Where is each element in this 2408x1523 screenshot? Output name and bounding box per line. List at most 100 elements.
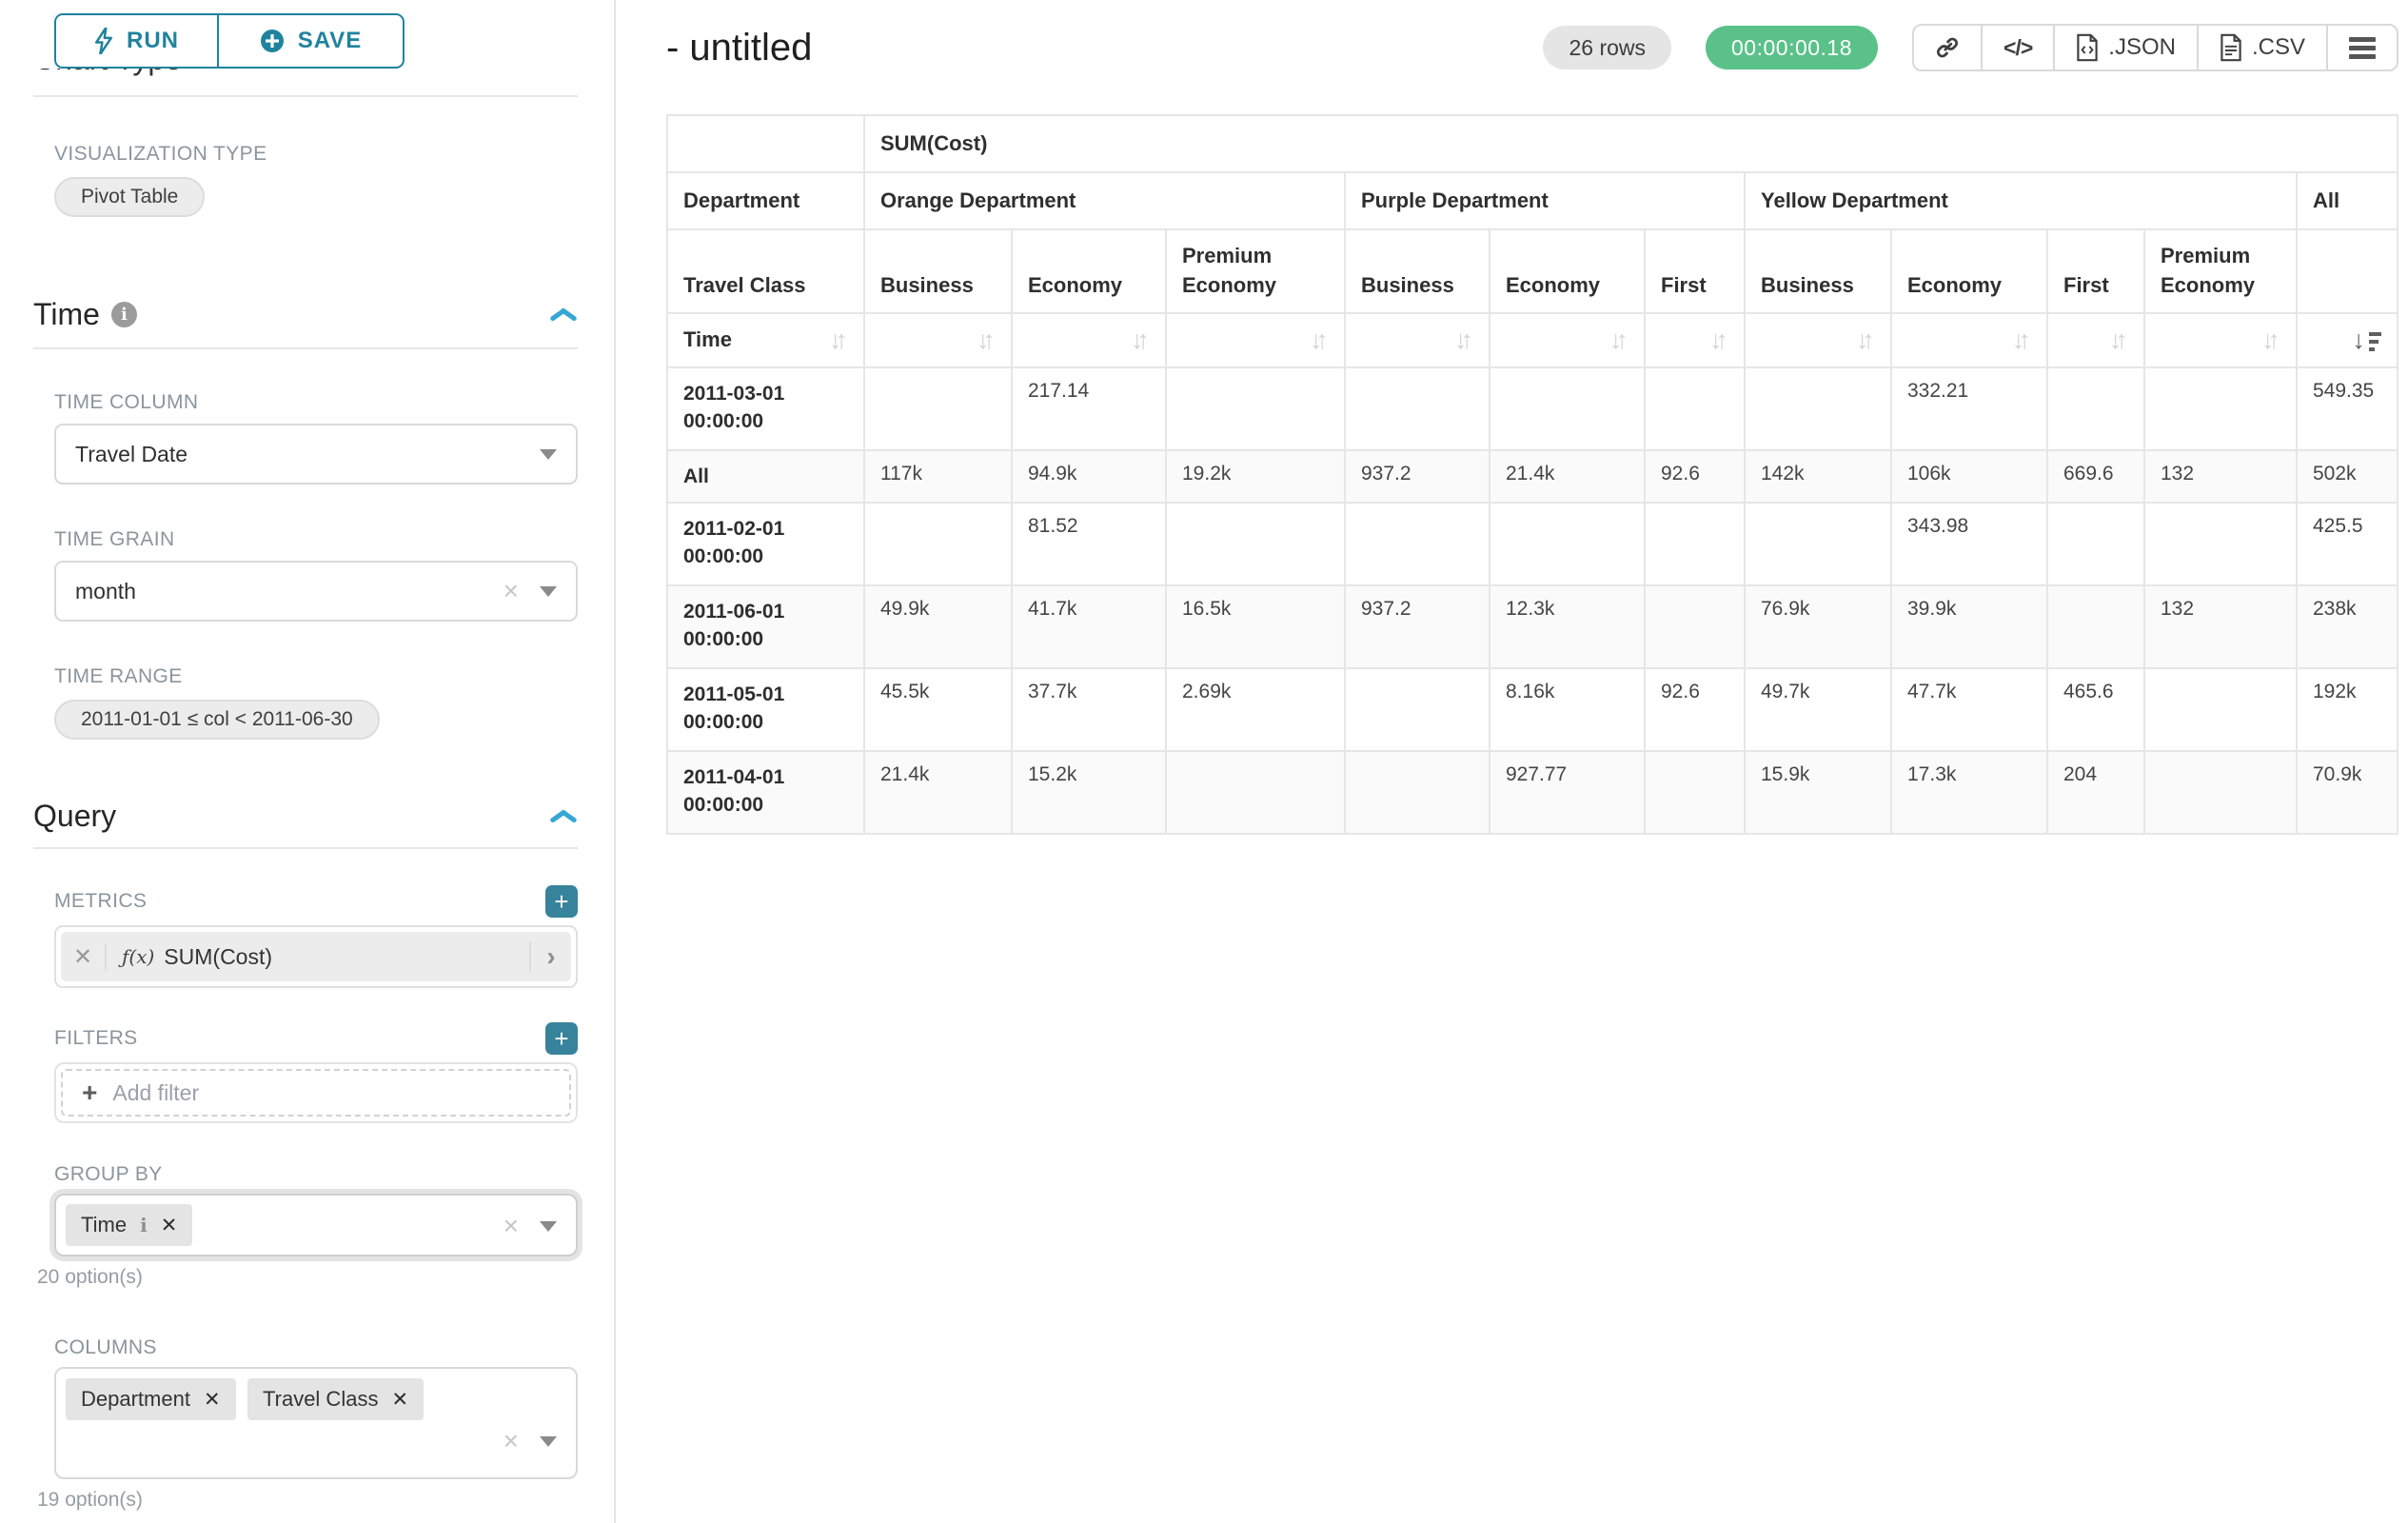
- pivot-sort-cell: ↓↑: [1891, 313, 2047, 367]
- copy-link-button[interactable]: [1914, 26, 1981, 69]
- sort-toggle-icon[interactable]: ↓↑: [1609, 326, 1628, 355]
- json-label: .JSON: [2108, 34, 2176, 61]
- pivot-col-dimension-label: Department: [667, 172, 864, 229]
- pivot-row-label: 2011-03-01 00:00:00: [667, 367, 864, 450]
- query-collapse-caret[interactable]: [549, 808, 578, 825]
- time-collapse-caret[interactable]: [549, 307, 578, 324]
- add-filter-dropzone[interactable]: + Add filter: [61, 1069, 571, 1117]
- pivot-cell: 937.2: [1345, 450, 1490, 503]
- sort-toggle-icon[interactable]: ↓↑: [1709, 326, 1728, 355]
- pivot-cell: 425.5: [2297, 503, 2398, 585]
- pivot-cell: 549.35: [2297, 367, 2398, 450]
- clear-icon[interactable]: ×: [503, 1213, 519, 1239]
- pivot-row-label: 2011-02-01 00:00:00: [667, 503, 864, 585]
- pivot-cell: [2047, 503, 2144, 585]
- caret-down-icon[interactable]: [540, 449, 557, 460]
- pivot-table: SUM(Cost)DepartmentOrange DepartmentPurp…: [666, 114, 2398, 835]
- remove-tag-icon[interactable]: ✕: [204, 1388, 221, 1412]
- pivot-row-label: 2011-06-01 00:00:00: [667, 585, 864, 668]
- sort-toggle-icon[interactable]: ↓↑: [1856, 326, 1875, 355]
- pivot-sort-cell: ↓↑: [1012, 313, 1166, 367]
- remove-tag-icon[interactable]: ✕: [391, 1388, 408, 1412]
- sort-toggle-icon[interactable]: ↓↑: [1454, 326, 1473, 355]
- remove-metric-icon[interactable]: ✕: [61, 943, 107, 971]
- pivot-cell: [2144, 367, 2297, 450]
- divider: [33, 95, 578, 97]
- time-range-pill[interactable]: 2011-01-01 ≤ col < 2011-06-30: [54, 700, 380, 740]
- pivot-sub-col-header: Economy: [1891, 229, 2047, 313]
- divider: [33, 347, 578, 349]
- columns-tag[interactable]: Travel Class ✕: [247, 1378, 424, 1420]
- chart-menu-button[interactable]: [2326, 26, 2397, 69]
- pivot-cell: 343.98: [1891, 503, 2047, 585]
- group-by-select[interactable]: Time i ✕ ×: [54, 1194, 578, 1256]
- chevron-right-icon[interactable]: ›: [529, 941, 571, 972]
- time-grain-select[interactable]: month ×: [54, 561, 578, 622]
- save-button[interactable]: SAVE: [218, 13, 405, 69]
- sort-desc-active-icon[interactable]: ↓: [2353, 327, 2382, 353]
- caret-down-icon[interactable]: [540, 1221, 557, 1232]
- clear-icon[interactable]: ×: [503, 578, 519, 604]
- group-by-tag[interactable]: Time i ✕: [66, 1204, 192, 1246]
- pivot-cell: 238k: [2297, 585, 2398, 668]
- time-column-select[interactable]: Travel Date: [54, 424, 578, 485]
- tag-label: Travel Class: [263, 1387, 378, 1412]
- pivot-cell: 15.2k: [1012, 751, 1166, 834]
- caret-down-icon[interactable]: [540, 1436, 557, 1447]
- pivot-cell: [1490, 367, 1645, 450]
- chart-title[interactable]: - untitled: [666, 27, 812, 69]
- pivot-cell: 142k: [1745, 450, 1891, 503]
- info-icon[interactable]: i: [111, 302, 137, 327]
- export-csv-button[interactable]: .CSV: [2197, 26, 2326, 69]
- pivot-sort-cell: ↓↑: [1490, 313, 1645, 367]
- pivot-cell: 117k: [864, 450, 1012, 503]
- chart-header: - untitled 26 rows 00:00:00.18: [666, 19, 2398, 76]
- viz-type-pill[interactable]: Pivot Table: [54, 177, 205, 217]
- pivot-cell: [1166, 751, 1345, 834]
- pivot-row-label: All: [667, 450, 864, 503]
- remove-tag-icon[interactable]: ✕: [161, 1214, 178, 1237]
- sort-toggle-icon[interactable]: ↓↑: [829, 326, 848, 355]
- sort-toggle-icon[interactable]: ↓↑: [1131, 326, 1150, 355]
- embed-code-button[interactable]: </>: [1981, 26, 2053, 69]
- sort-toggle-icon[interactable]: ↓↑: [2261, 326, 2280, 355]
- json-file-icon: [2076, 33, 2099, 62]
- sort-toggle-icon[interactable]: ↓↑: [1310, 326, 1329, 355]
- export-json-button[interactable]: .JSON: [2053, 26, 2197, 69]
- pivot-cell: 16.5k: [1166, 585, 1345, 668]
- sort-toggle-icon[interactable]: ↓↑: [977, 326, 996, 355]
- pivot-cell: [864, 367, 1012, 450]
- caret-down-icon[interactable]: [540, 586, 557, 597]
- csv-file-icon: [2220, 33, 2242, 62]
- metrics-box: ✕ ƒ(x) SUM(Cost) ›: [54, 925, 578, 988]
- pivot-cell: [1345, 367, 1490, 450]
- pivot-table-row: 2011-03-01 00:00:00217.14332.21549.35: [667, 367, 2398, 450]
- add-filter-button[interactable]: +: [545, 1022, 578, 1055]
- pivot-row-dimension-cell: Time↓↑: [667, 313, 864, 367]
- time-range-label: TIME RANGE: [54, 665, 578, 688]
- pivot-cell: 937.2: [1345, 585, 1490, 668]
- clear-icon[interactable]: ×: [503, 1428, 519, 1454]
- pivot-cell: 465.6: [2047, 668, 2144, 751]
- pivot-cell: 37.7k: [1012, 668, 1166, 751]
- info-icon[interactable]: i: [140, 1214, 148, 1236]
- metric-item[interactable]: ✕ ƒ(x) SUM(Cost) ›: [61, 932, 571, 981]
- time-grain-value: month: [75, 579, 136, 604]
- pivot-cell: 19.2k: [1166, 450, 1345, 503]
- filters-box: + Add filter: [54, 1062, 578, 1123]
- pivot-sub-col-header: First: [2047, 229, 2144, 313]
- pivot-table-row: 2011-05-01 00:00:0045.5k37.7k2.69k8.16k9…: [667, 668, 2398, 751]
- pivot-cell: 502k: [2297, 450, 2398, 503]
- pivot-sort-cell: ↓↑: [1345, 313, 1490, 367]
- pivot-col-group-header: Yellow Department: [1745, 172, 2297, 229]
- group-by-label: GROUP BY: [54, 1163, 578, 1186]
- pivot-table-row: 2011-02-01 00:00:0081.52343.98425.5: [667, 503, 2398, 585]
- sort-toggle-icon[interactable]: ↓↑: [2012, 326, 2031, 355]
- run-button[interactable]: RUN: [54, 13, 218, 69]
- time-column-label: TIME COLUMN: [54, 391, 578, 414]
- columns-tag[interactable]: Department ✕: [66, 1378, 236, 1420]
- query-section-title: Query: [33, 799, 116, 834]
- add-metric-button[interactable]: +: [545, 885, 578, 918]
- columns-select[interactable]: Department ✕ Travel Class ✕ ×: [54, 1367, 578, 1479]
- sort-toggle-icon[interactable]: ↓↑: [2109, 326, 2128, 355]
